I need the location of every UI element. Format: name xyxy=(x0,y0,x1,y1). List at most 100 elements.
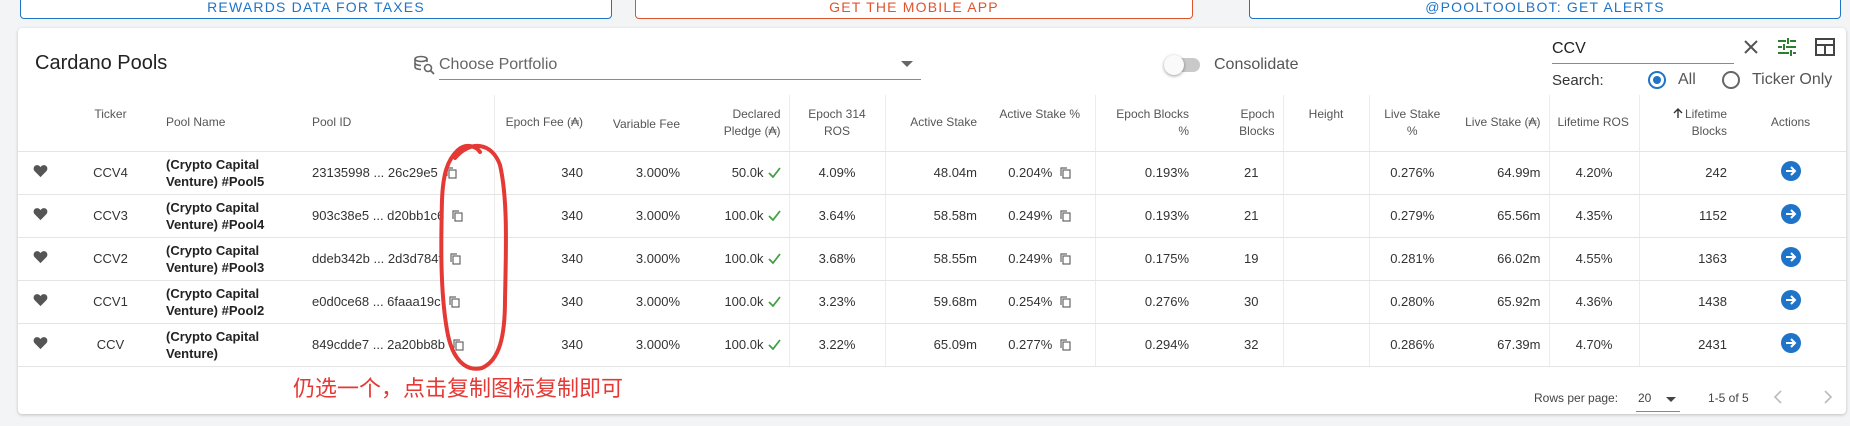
portfolio-dropdown[interactable]: Choose Portfolio xyxy=(439,50,921,80)
check-icon xyxy=(767,210,781,221)
epoch-ros-cell: 4.09% xyxy=(789,151,886,195)
rewards-data-button[interactable]: Rewards data for taxes xyxy=(20,0,612,19)
copy-icon[interactable] xyxy=(1060,253,1071,265)
table-row[interactable]: CCV1 (Crypto Capital Venture) #Pool2 e0d0c… xyxy=(18,280,1846,324)
active-stake-pct-cell: 0.254% xyxy=(985,280,1096,324)
copy-icon[interactable] xyxy=(446,167,457,179)
favorite-cell[interactable] xyxy=(18,280,63,324)
copy-icon[interactable] xyxy=(449,296,460,308)
live-stake-pct-cell: 0.276% xyxy=(1369,151,1455,195)
radio-ticker-only[interactable]: Ticker Only xyxy=(1722,71,1832,89)
consolidate-label: Consolidate xyxy=(1214,56,1299,73)
copy-icon[interactable] xyxy=(1060,296,1071,308)
pledge-cell: 50.0k xyxy=(688,151,790,195)
lifetime-ros-cell: 4.55% xyxy=(1549,237,1640,281)
filter-icon[interactable] xyxy=(1776,36,1798,58)
col-lifetime-blocks[interactable]: Lifetime Blocks xyxy=(1639,95,1735,152)
arrow-right-icon[interactable] xyxy=(1780,203,1801,224)
consolidate-toggle[interactable]: Consolidate xyxy=(1164,52,1299,78)
actions-cell[interactable] xyxy=(1735,194,1846,238)
active-stake-pct-cell: 0.277% xyxy=(985,323,1096,367)
mobile-app-button[interactable]: Get the mobile app xyxy=(635,0,1193,19)
lifetime-blocks-cell: 242 xyxy=(1639,151,1735,195)
actions-cell[interactable] xyxy=(1735,237,1846,281)
favorite-cell[interactable] xyxy=(18,237,63,281)
col-pool-id[interactable]: Pool ID xyxy=(304,95,495,152)
actions-cell[interactable] xyxy=(1735,323,1846,367)
epoch-ros-cell: 3.23% xyxy=(789,280,886,324)
check-icon xyxy=(767,253,781,264)
active-stake-pct-cell: 0.204% xyxy=(985,151,1096,195)
heart-icon[interactable] xyxy=(33,207,48,221)
col-epoch-blocks-pct[interactable]: Epoch Blocks % xyxy=(1095,95,1197,152)
col-height[interactable]: Height xyxy=(1283,95,1370,152)
epoch-fee-cell: 340 xyxy=(494,280,591,324)
heart-icon[interactable] xyxy=(33,336,48,350)
col-epoch-fee[interactable]: Epoch Fee (₳) xyxy=(494,95,591,152)
pool-id-cell: 903c38e5 ... d20bb1c6 xyxy=(304,194,495,238)
copy-icon[interactable] xyxy=(1060,210,1071,222)
height-cell xyxy=(1283,194,1370,238)
favorite-cell[interactable] xyxy=(18,323,63,367)
page-title: Cardano Pools xyxy=(35,52,168,74)
lifetime-ros-cell: 4.35% xyxy=(1549,194,1640,238)
col-variable-fee[interactable]: Variable Fee xyxy=(591,95,688,152)
col-live-stake-pct[interactable]: Live Stake % xyxy=(1369,95,1455,152)
lifetime-ros-cell: 4.70% xyxy=(1549,323,1640,367)
copy-icon[interactable] xyxy=(1060,167,1071,179)
rows-per-page-select[interactable]: 20 xyxy=(1636,386,1680,412)
table-row[interactable]: CCV4 (Crypto Capital Venture) #Pool5 23135… xyxy=(18,151,1846,195)
copy-icon[interactable] xyxy=(1060,339,1071,351)
arrow-right-icon[interactable] xyxy=(1780,332,1801,353)
arrow-right-icon[interactable] xyxy=(1780,289,1801,310)
prev-page-icon[interactable] xyxy=(1770,388,1788,406)
arrow-right-icon[interactable] xyxy=(1780,160,1801,181)
variable-fee-cell: 3.000% xyxy=(591,151,688,195)
actions-cell[interactable] xyxy=(1735,280,1846,324)
radio-all[interactable]: All xyxy=(1648,71,1696,89)
epoch-blocks-pct-cell: 0.193% xyxy=(1095,194,1197,238)
actions-cell[interactable] xyxy=(1735,151,1846,195)
col-active-stake-pct[interactable]: Active Stake % xyxy=(985,95,1096,152)
height-cell xyxy=(1283,237,1370,281)
col-lifetime-ros[interactable]: Lifetime ROS xyxy=(1549,95,1640,152)
copy-icon[interactable] xyxy=(453,339,464,351)
toggle-switch[interactable] xyxy=(1164,55,1200,75)
pools-table: Ticker Pool Name Pool ID Epoch Fee (₳) V… xyxy=(18,95,1846,367)
col-epoch-blocks[interactable]: Epoch Blocks xyxy=(1197,95,1284,152)
table-row[interactable]: CCV (Crypto Capital Venture) 849cdde7 ... … xyxy=(18,323,1846,367)
active-stake-cell: 59.68m xyxy=(885,280,985,324)
ticker-cell: CCV2 xyxy=(63,237,158,281)
live-stake-pct-cell: 0.286% xyxy=(1369,323,1455,367)
active-stake-cell: 48.04m xyxy=(885,151,985,195)
arrow-right-icon[interactable] xyxy=(1780,246,1801,267)
table-columns-icon[interactable] xyxy=(1814,36,1836,58)
active-stake-cell: 65.09m xyxy=(885,323,985,367)
active-stake-pct-cell: 0.249% xyxy=(985,237,1096,281)
next-page-icon[interactable] xyxy=(1818,388,1836,406)
favorite-cell[interactable] xyxy=(18,194,63,238)
table-row[interactable]: CCV3 (Crypto Capital Venture) #Pool4 903c3… xyxy=(18,194,1846,238)
check-icon xyxy=(767,339,781,350)
col-ticker[interactable]: Ticker xyxy=(63,95,158,152)
table-row[interactable]: CCV2 (Crypto Capital Venture) #Pool3 ddeb3… xyxy=(18,237,1846,281)
col-live-stake[interactable]: Live Stake (₳) xyxy=(1455,95,1550,152)
alerts-bot-button[interactable]: @pooltoolbot: get alerts xyxy=(1249,0,1841,19)
heart-icon[interactable] xyxy=(33,250,48,264)
favorite-cell[interactable] xyxy=(18,151,63,195)
heart-icon[interactable] xyxy=(33,293,48,307)
lifetime-blocks-cell: 1363 xyxy=(1639,237,1735,281)
pledge-cell: 100.0k xyxy=(688,237,790,281)
close-icon[interactable] xyxy=(1740,36,1762,58)
col-epoch-ros[interactable]: Epoch 314 ROS xyxy=(789,95,886,152)
col-declared-pledge[interactable]: Declared Pledge (₳) xyxy=(688,95,790,152)
heart-icon[interactable] xyxy=(33,164,48,178)
search-area: Search: All Ticker Only xyxy=(1530,28,1846,118)
copy-icon[interactable] xyxy=(452,210,463,222)
col-pool-name[interactable]: Pool Name xyxy=(158,95,304,152)
search-input[interactable] xyxy=(1552,34,1734,64)
col-active-stake[interactable]: Active Stake xyxy=(885,95,985,152)
lifetime-ros-cell: 4.20% xyxy=(1549,151,1640,195)
copy-icon[interactable] xyxy=(450,253,461,265)
epoch-blocks-cell: 30 xyxy=(1197,280,1284,324)
